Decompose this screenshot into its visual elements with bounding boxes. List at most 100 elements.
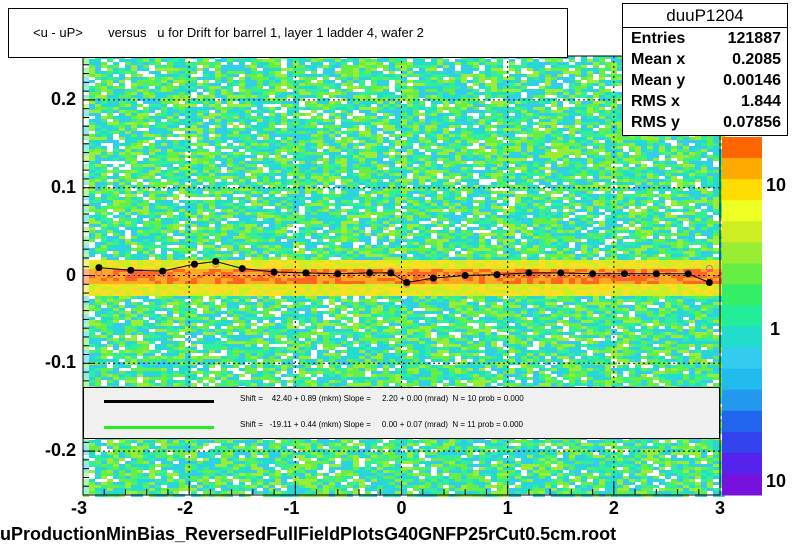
heatmap-cell: [149, 80, 155, 83]
heatmap-cell: [89, 74, 95, 77]
heatmap-cell: [203, 191, 209, 194]
heatmap-cell: [539, 71, 545, 74]
heatmap-cell: [347, 107, 353, 110]
heatmap-cell: [395, 92, 401, 95]
heatmap-cell: [251, 182, 257, 185]
heatmap-cell: [593, 146, 599, 149]
heatmap-cell: [449, 194, 455, 197]
heatmap-cell: [515, 92, 521, 95]
heatmap-cell: [485, 107, 491, 110]
heatmap-cell: [467, 77, 473, 80]
heatmap-cell: [371, 182, 377, 185]
heatmap-cell: [533, 128, 539, 131]
heatmap-cell: [239, 101, 245, 104]
heatmap-cell: [707, 182, 713, 185]
heatmap-cell: [155, 161, 161, 164]
heatmap-cell: [509, 116, 515, 119]
heatmap-cell: [365, 77, 371, 80]
heatmap-cell: [437, 131, 443, 134]
heatmap-cell: [503, 131, 509, 134]
heatmap-cell: [311, 158, 317, 161]
heatmap-cell: [491, 122, 497, 125]
heatmap-cell: [581, 152, 587, 155]
heatmap-cell: [713, 185, 719, 188]
heatmap-cell: [641, 161, 647, 164]
heatmap-cell: [149, 143, 155, 146]
heatmap-cell: [155, 191, 161, 194]
heatmap-cell: [653, 170, 659, 173]
heatmap-cell: [437, 89, 443, 92]
heatmap-cell: [569, 191, 575, 194]
heatmap-cell: [479, 95, 485, 98]
heatmap-cell: [125, 119, 131, 122]
heatmap-cell: [143, 95, 149, 98]
heatmap-cell: [173, 131, 179, 134]
heatmap-cell: [203, 101, 209, 104]
heatmap-cell: [533, 89, 539, 92]
heatmap-cell: [533, 158, 539, 161]
heatmap-cell: [593, 128, 599, 131]
heatmap-cell: [581, 74, 587, 77]
heatmap-cell: [101, 92, 107, 95]
heatmap-cell: [443, 83, 449, 86]
heatmap-cell: [581, 71, 587, 74]
heatmap-cell: [143, 167, 149, 170]
heatmap-cell: [221, 95, 227, 98]
heatmap-cell: [521, 131, 527, 134]
heatmap-cell: [137, 95, 143, 98]
heatmap-cell: [149, 122, 155, 125]
heatmap-cell: [389, 65, 395, 68]
heatmap-cell: [413, 74, 419, 77]
heatmap-cell: [191, 83, 197, 86]
heatmap-cell: [215, 101, 221, 104]
heatmap-cell: [263, 83, 269, 86]
heatmap-cell: [209, 188, 215, 191]
heatmap-cell: [95, 173, 101, 176]
heatmap-cell: [431, 164, 437, 167]
heatmap-cell: [95, 194, 101, 197]
heatmap-cell: [161, 74, 167, 77]
heatmap-cell: [485, 146, 491, 149]
heatmap-cell: [467, 128, 473, 131]
heatmap-cell: [521, 125, 527, 128]
heatmap-cell: [209, 92, 215, 95]
heatmap-cell: [647, 149, 653, 152]
heatmap-cell: [281, 161, 287, 164]
heatmap-cell: [395, 113, 401, 116]
heatmap-cell: [305, 140, 311, 143]
heatmap-cell: [479, 146, 485, 149]
heatmap-cell: [293, 101, 299, 104]
heatmap-cell: [617, 110, 623, 113]
heatmap-cell: [299, 104, 305, 107]
heatmap-cell: [347, 155, 353, 158]
heatmap-cell: [593, 122, 599, 125]
heatmap-cell: [257, 140, 263, 143]
heatmap-cell: [101, 170, 107, 173]
heatmap-cell: [233, 95, 239, 98]
heatmap-cell: [143, 191, 149, 194]
heatmap-cell: [497, 179, 503, 182]
heatmap-cell: [197, 173, 203, 176]
heatmap-cell: [467, 83, 473, 86]
heatmap-cell: [347, 83, 353, 86]
heatmap-cell: [557, 104, 563, 107]
heatmap-cell: [449, 65, 455, 68]
heatmap-cell: [119, 167, 125, 170]
heatmap-cell: [161, 62, 167, 65]
heatmap-cell: [557, 122, 563, 125]
heatmap-cell: [233, 161, 239, 164]
heatmap-cell: [281, 110, 287, 113]
heatmap-cell: [671, 173, 677, 176]
heatmap-cell: [371, 152, 377, 155]
heatmap-cell: [293, 143, 299, 146]
heatmap-cell: [89, 146, 95, 149]
heatmap-cell: [377, 176, 383, 179]
heatmap-cell: [455, 191, 461, 194]
heatmap-cell: [659, 170, 665, 173]
heatmap-cell: [311, 83, 317, 86]
heatmap-cell: [203, 113, 209, 116]
heatmap-cell: [383, 62, 389, 65]
heatmap-cell: [305, 182, 311, 185]
heatmap-cell: [161, 80, 167, 83]
heatmap-cell: [167, 89, 173, 92]
